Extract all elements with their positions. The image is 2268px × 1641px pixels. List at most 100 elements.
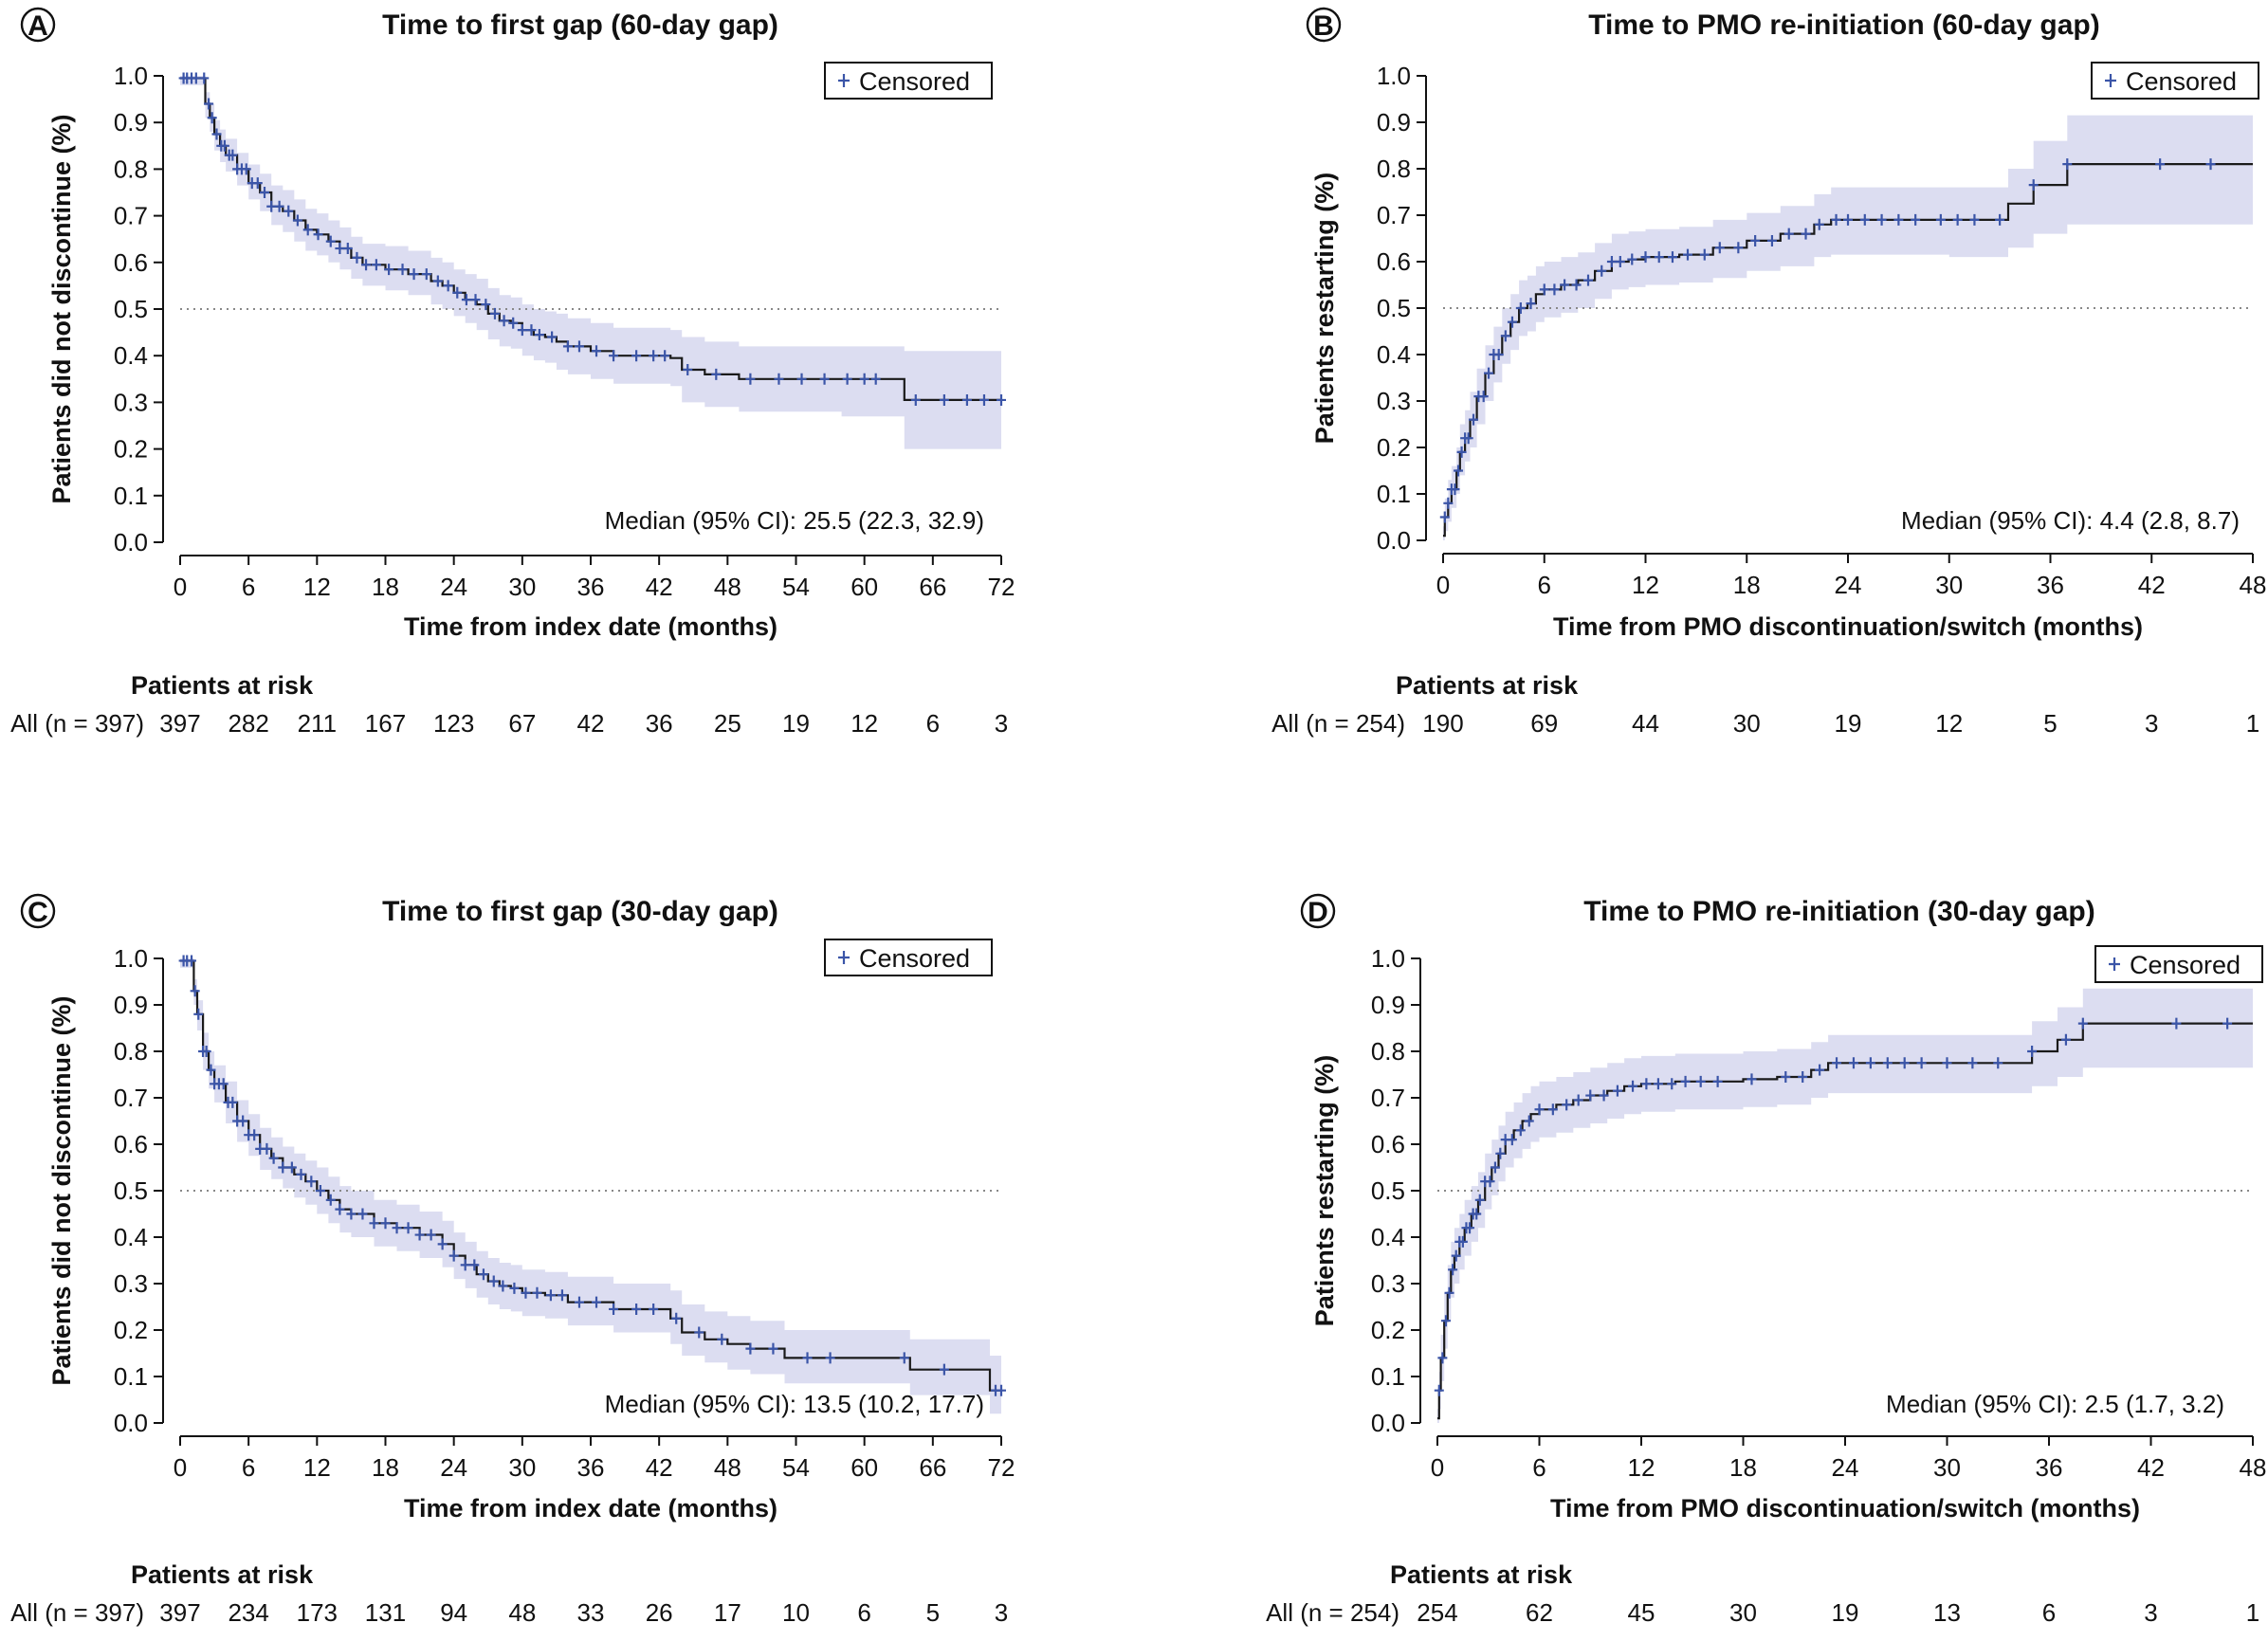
censor-mark: [1641, 1078, 1652, 1090]
ci-band: [1437, 988, 2253, 1423]
censor-mark: [252, 177, 263, 190]
x-tick-label: 48: [714, 1453, 741, 1482]
at-risk-count: 44: [1632, 709, 1659, 738]
censor-mark: [207, 112, 217, 124]
censor-mark: [238, 1115, 248, 1127]
censor-mark: [745, 373, 756, 385]
at-risk-count: 69: [1530, 709, 1558, 738]
y-tick-label: 0.1: [114, 482, 148, 510]
y-tick-label: 0.7: [114, 202, 148, 230]
x-axis-label: Time from index date (months): [404, 1494, 777, 1522]
censor-mark: [1848, 1057, 1858, 1069]
at-risk-group-label: All (n = 254): [1266, 1598, 1399, 1627]
at-risk-count: 3: [995, 709, 1008, 738]
x-tick-label: 66: [919, 1453, 946, 1482]
x-axis-label: Time from PMO discontinuation/switch (mo…: [1553, 612, 2143, 641]
at-risk-count: 3: [2144, 1598, 2157, 1627]
censor-mark: [193, 1008, 204, 1020]
at-risk-count: 167: [365, 709, 406, 738]
y-tick-label: 1.0: [114, 62, 148, 90]
censor-mark: [421, 268, 431, 281]
x-axis-label: Time from PMO discontinuation/switch (mo…: [1550, 1494, 2140, 1522]
at-risk-count: 19: [782, 709, 810, 738]
censor-mark: [825, 1352, 835, 1364]
censor-mark: [562, 340, 573, 353]
censor-mark: [1500, 330, 1510, 342]
censor-mark: [745, 1342, 756, 1355]
censor-mark: [228, 149, 238, 161]
censor-mark: [899, 1352, 909, 1364]
censor-mark: [819, 373, 830, 385]
x-tick-label: 24: [1835, 571, 1862, 599]
x-tick-label: 18: [1729, 1453, 1757, 1482]
censor-mark: [1474, 1194, 1485, 1206]
panel-b: 0.0 0.1 0.2 0.3 0.4 0.5 0.6 0.7 0.8 0.9 1.0 0 6 12 18 2…: [1271, 7, 2266, 738]
censor-mark: [342, 243, 353, 255]
censor-mark: [498, 1280, 508, 1292]
censor-mark: [352, 251, 362, 264]
censor-mark: [1549, 283, 1560, 296]
legend-label: Censored: [859, 67, 970, 96]
at-risk-count: 3: [2145, 709, 2158, 738]
censor-mark: [1515, 1124, 1526, 1137]
censor-mark: [199, 72, 210, 84]
censor-mark: [1526, 298, 1536, 310]
at-risk-count: 12: [850, 709, 878, 738]
censor-mark: [1490, 1161, 1500, 1174]
legend: Censored: [824, 62, 993, 100]
y-tick-label: 0.3: [114, 1269, 148, 1298]
y-tick-label: 0.1: [114, 1362, 148, 1391]
censor-mark: [1454, 465, 1464, 477]
x-tick-label: 36: [577, 573, 605, 601]
x-tick-label: 54: [782, 573, 810, 601]
censor-mark: [1859, 213, 1870, 226]
censor-mark: [1434, 1384, 1444, 1396]
censor-mark: [249, 1129, 260, 1141]
censor-mark: [268, 1152, 279, 1164]
y-tick-label: 0.2: [1377, 433, 1411, 462]
censor-mark: [842, 373, 852, 385]
censor-mark: [481, 299, 491, 311]
at-risk-count: 190: [1422, 709, 1463, 738]
censor-mark: [1967, 1057, 1978, 1069]
panel-letter: B: [1313, 10, 1334, 42]
censor-mark: [448, 1249, 459, 1262]
at-risk-count: 26: [646, 1598, 673, 1627]
ci-band: [1443, 115, 2253, 540]
censor-mark: [357, 1208, 368, 1220]
chart-title: Time to first gap (30-day gap): [382, 896, 778, 927]
y-tick-label: 0.0: [114, 1409, 148, 1437]
x-tick-label: 6: [1532, 1453, 1546, 1482]
censor-mark: [278, 1161, 288, 1174]
x-tick-label: 0: [174, 573, 187, 601]
legend-box: [824, 62, 993, 100]
x-tick-label: 36: [2036, 1453, 2063, 1482]
y-tick-label: 0.6: [1377, 247, 1411, 276]
censor-mark: [1832, 1057, 1842, 1069]
censor-mark: [2205, 158, 2216, 171]
censor-mark: [649, 350, 659, 362]
censor-mark: [660, 350, 670, 362]
y-tick-label: 0.1: [1377, 480, 1411, 508]
censor-mark: [768, 1342, 778, 1355]
censor-mark: [534, 329, 544, 341]
censor-mark: [1507, 1134, 1517, 1146]
censor-mark: [1571, 279, 1582, 291]
x-tick-label: 12: [303, 573, 331, 601]
censor-mark: [1766, 234, 1777, 246]
legend-label: Censored: [859, 944, 970, 973]
at-risk-count: 1: [2246, 1598, 2259, 1627]
y-tick-label: 0.8: [1371, 1037, 1405, 1066]
censor-mark: [1952, 213, 1963, 226]
x-tick-label: 12: [303, 1453, 331, 1482]
censor-mark: [1515, 302, 1526, 314]
y-tick-label: 0.8: [114, 155, 148, 183]
censor-mark: [796, 373, 807, 385]
at-risk-group-label: All (n = 397): [10, 1598, 144, 1627]
at-risk-count: 3: [995, 1598, 1008, 1627]
y-tick-label: 0.9: [1371, 991, 1405, 1019]
censor-mark: [1465, 1222, 1475, 1234]
y-tick-label: 0.7: [1371, 1084, 1405, 1112]
x-tick-label: 42: [646, 573, 673, 601]
censor-mark: [802, 1352, 813, 1364]
